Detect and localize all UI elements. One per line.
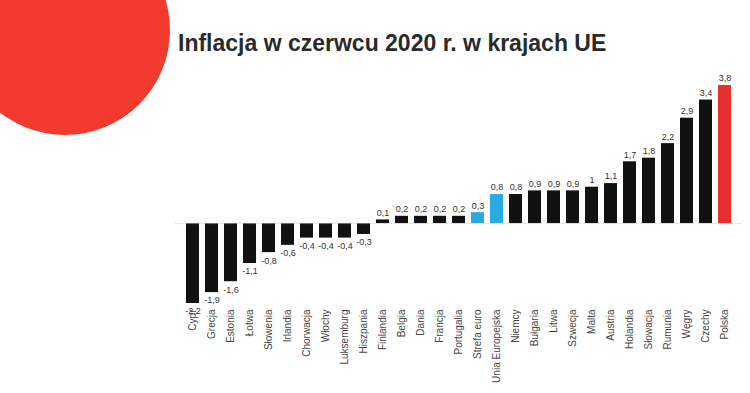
svg-text:0,3: 0,3 [472, 201, 485, 211]
svg-text:Włochy: Włochy [320, 310, 331, 343]
svg-text:Niemcy: Niemcy [510, 310, 521, 343]
svg-text:Malta: Malta [586, 309, 597, 334]
svg-text:Portugalia: Portugalia [453, 309, 464, 354]
svg-text:1,7: 1,7 [624, 150, 637, 160]
svg-text:0,9: 0,9 [567, 179, 580, 189]
svg-text:Grecja: Grecja [206, 309, 217, 339]
svg-text:Cypr: Cypr [187, 309, 199, 331]
svg-text:Belgia: Belgia [396, 309, 407, 337]
svg-text:Francja: Francja [434, 309, 445, 343]
svg-text:Węgry: Węgry [681, 310, 692, 339]
svg-text:0,8: 0,8 [491, 182, 504, 192]
svg-text:Finlandia: Finlandia [377, 309, 388, 350]
svg-text:2,9: 2,9 [681, 106, 694, 116]
svg-text:-1,6: -1,6 [223, 285, 239, 295]
svg-text:-0,4: -0,4 [337, 241, 353, 251]
svg-text:Chorwacja: Chorwacja [301, 309, 312, 357]
svg-text:Estonia: Estonia [225, 309, 236, 343]
html-text:Inflacja w czerwcu 2020 r. w k: Inflacja w czerwcu 2020 r. w krajach UE [178, 30, 607, 56]
svg-text:Luksemburg: Luksemburg [339, 310, 350, 365]
svg-text:Strefa euro: Strefa euro [472, 309, 483, 359]
svg-text:Czechy: Czechy [700, 310, 711, 343]
svg-text:Irlandia: Irlandia [282, 309, 293, 342]
svg-text:2,2: 2,2 [662, 132, 675, 142]
svg-text:0,2: 0,2 [434, 204, 447, 214]
svg-text:0,2: 0,2 [453, 204, 466, 214]
svg-text:0,9: 0,9 [529, 179, 542, 189]
svg-text:0,2: 0,2 [415, 204, 428, 214]
svg-text:-1,1: -1,1 [242, 266, 258, 276]
svg-text:Polska: Polska [719, 309, 730, 339]
svg-text:3,4: 3,4 [700, 88, 713, 98]
svg-text:Słowenia: Słowenia [263, 309, 274, 350]
svg-text:-0,3: -0,3 [356, 237, 372, 247]
svg-text:Litwa: Litwa [548, 309, 559, 333]
svg-text:-0,8: -0,8 [261, 256, 277, 266]
svg-text:1: 1 [589, 175, 594, 185]
svg-text:0,1: 0,1 [377, 208, 390, 218]
svg-text:-0,4: -0,4 [318, 241, 334, 251]
svg-text:Unia Europejska: Unia Europejska [491, 309, 502, 383]
svg-text:Bułgaria: Bułgaria [529, 309, 540, 346]
svg-text:3,8: 3,8 [719, 73, 732, 83]
svg-text:Łotwa: Łotwa [244, 309, 255, 336]
svg-text:Hiszpania: Hiszpania [358, 309, 369, 353]
svg-text:Dania: Dania [415, 309, 426, 336]
svg-text:Słowacja: Słowacja [643, 309, 654, 349]
svg-text:Austria: Austria [605, 309, 616, 341]
svg-text:Holandia: Holandia [624, 309, 635, 349]
svg-text:Rumunia: Rumunia [662, 309, 673, 349]
svg-text:-2,2: -2,2 [185, 306, 201, 316]
svg-text:-1,9: -1,9 [204, 295, 220, 305]
svg-text:0,8: 0,8 [510, 182, 523, 192]
svg-text:-0,4: -0,4 [299, 241, 315, 251]
svg-text:Szwecja: Szwecja [567, 309, 578, 347]
svg-text:1,1: 1,1 [605, 171, 618, 181]
svg-text:0,2: 0,2 [396, 204, 409, 214]
svg-text:1,8: 1,8 [643, 146, 656, 156]
svg-text:0,9: 0,9 [548, 179, 561, 189]
svg-text:-0,6: -0,6 [280, 248, 296, 258]
